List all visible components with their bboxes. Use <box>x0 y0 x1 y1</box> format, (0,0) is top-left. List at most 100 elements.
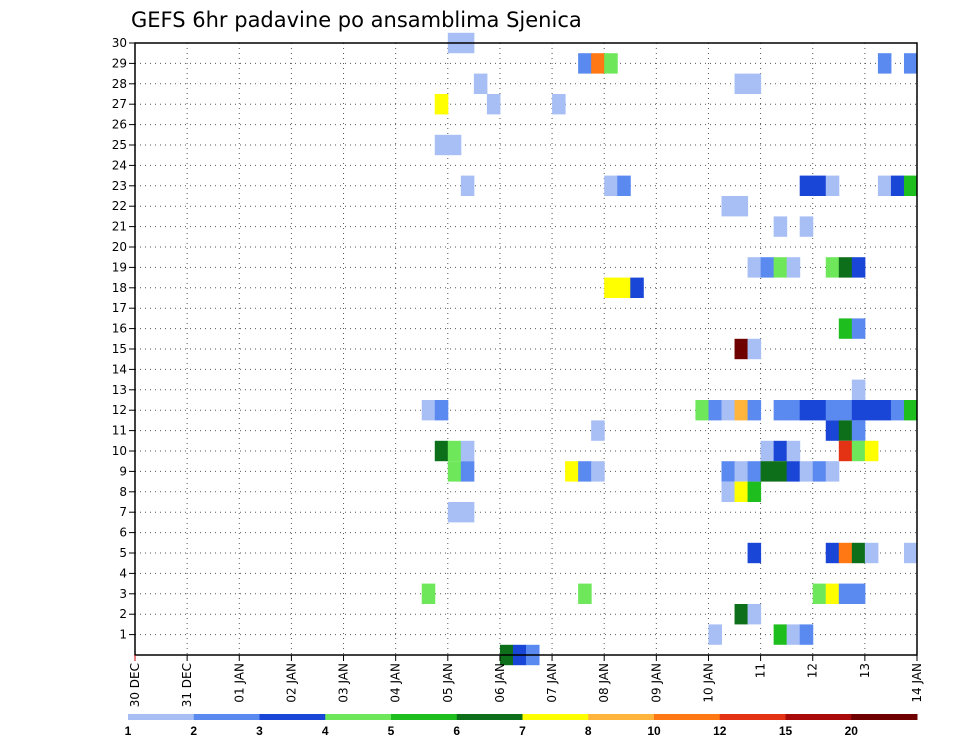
heatmap-cell <box>773 624 788 645</box>
heatmap-cell <box>890 400 905 421</box>
heatmap-cell <box>825 542 840 564</box>
heatmap-cell <box>812 583 827 604</box>
heatmap-cell <box>434 400 449 421</box>
heatmap-cell <box>851 542 866 564</box>
heatmap-cell <box>838 583 853 604</box>
heatmap-cell <box>460 440 475 462</box>
heatmap-cell <box>747 257 762 278</box>
heatmap-cell <box>747 542 762 564</box>
heatmap-cell <box>460 461 475 482</box>
heatmap-cell <box>903 400 918 421</box>
heatmap-cell <box>760 461 775 482</box>
x-tick-label: 13 <box>858 663 872 678</box>
legend-tick-label: 15 <box>779 724 793 738</box>
heatmap-cell <box>773 461 788 482</box>
legend-swatch <box>785 714 852 720</box>
heatmap-cell <box>473 73 488 94</box>
y-tick-label: 23 <box>112 179 127 193</box>
legend-swatch <box>456 714 523 720</box>
heatmap-cell <box>864 542 879 564</box>
heatmap-cell <box>591 420 605 441</box>
x-tick-label: 03 JAN <box>337 663 351 703</box>
heatmap-cell <box>877 175 892 196</box>
y-tick-label: 8 <box>119 485 127 499</box>
legend-swatch <box>851 714 918 720</box>
legend-swatch <box>259 714 326 720</box>
legend-tick-label: 8 <box>585 724 592 738</box>
heatmap-cell <box>617 175 631 196</box>
y-tick-label: 7 <box>119 505 127 519</box>
heatmap-cell <box>760 440 775 462</box>
heatmap-cell <box>734 604 749 625</box>
y-tick-label: 21 <box>112 220 127 234</box>
x-tick-label: 05 JAN <box>441 663 455 703</box>
legend-tick-label: 6 <box>453 724 460 738</box>
heatmap-cell <box>825 175 840 196</box>
heatmap-cell <box>460 502 475 523</box>
heatmap-cell <box>903 175 918 196</box>
heatmap-cell <box>434 134 449 156</box>
heatmap-cell <box>734 461 749 482</box>
legend-swatch <box>193 714 260 720</box>
y-tick-label: 3 <box>119 587 127 601</box>
heatmap-cell <box>760 257 775 278</box>
heatmap-cell <box>851 583 866 604</box>
y-tick-label: 27 <box>112 97 127 111</box>
heatmap-cell <box>773 440 788 462</box>
y-tick-label: 25 <box>112 138 127 152</box>
heatmap-cell <box>747 604 762 625</box>
heatmap-cell <box>747 338 762 360</box>
heatmap-cell <box>799 216 814 237</box>
heatmap-cell <box>578 53 592 74</box>
y-tick-label: 20 <box>112 240 127 254</box>
heatmap-cell <box>773 257 788 278</box>
legend-tick-label: 5 <box>388 724 395 738</box>
heatmap-cell <box>695 400 709 421</box>
y-tick-label: 19 <box>112 260 127 274</box>
heatmap-cell <box>786 440 801 462</box>
y-tick-label: 30 <box>112 36 127 50</box>
y-tick-label: 13 <box>112 383 127 397</box>
heatmap-cell <box>747 400 762 421</box>
chart-title: GEFS 6hr padavine po ansamblima Sjenica <box>131 8 582 32</box>
heatmap-cell <box>747 461 762 482</box>
heatmap-cell <box>578 461 592 482</box>
y-tick-label: 2 <box>119 607 127 621</box>
legend-swatch <box>588 714 655 720</box>
legend-tick-label: 7 <box>519 724 526 738</box>
legend-tick-label: 20 <box>845 724 859 738</box>
heatmap-cell <box>838 257 853 278</box>
y-tick-label: 17 <box>112 301 127 315</box>
y-tick-label: 26 <box>112 118 127 132</box>
legend-swatch <box>654 714 721 720</box>
x-tick-label: 11 <box>754 663 768 678</box>
legend-tick-label: 3 <box>256 724 263 738</box>
y-tick-label: 6 <box>119 526 127 540</box>
heatmap-cell <box>851 379 866 400</box>
legend-swatch <box>719 714 786 720</box>
legend-tick-label: 10 <box>647 724 661 738</box>
legend-tick-label: 2 <box>190 724 197 738</box>
heatmap-cell <box>591 53 605 74</box>
heatmap-cell <box>721 400 736 421</box>
heatmap-cell <box>773 400 788 421</box>
y-tick-label: 4 <box>119 566 127 580</box>
gridlines <box>135 43 917 655</box>
heatmap-cell <box>851 318 866 339</box>
color-legend: 1 2 3 4 5 6 7 8 10 12 15 20 <box>125 714 918 738</box>
heatmap-cell <box>604 277 618 298</box>
x-tick-label: 10 JAN <box>701 663 715 703</box>
legend-tick-label: 1 <box>125 724 132 738</box>
heatmap-cell <box>721 481 736 502</box>
x-tick-label: 30 DEC <box>128 663 142 707</box>
heatmap-cell <box>447 461 462 482</box>
heatmap-cell <box>486 94 501 115</box>
y-tick-label: 12 <box>112 403 127 417</box>
y-tick-label: 5 <box>119 546 127 560</box>
heatmap-cell <box>604 175 618 196</box>
x-tick-label: 08 JAN <box>597 663 611 703</box>
heatmap-cell <box>734 338 749 360</box>
y-axis: 1234567891011121314151617181920212223242… <box>112 36 135 642</box>
heatmap-cell <box>825 461 840 482</box>
y-tick-label: 15 <box>112 342 127 356</box>
